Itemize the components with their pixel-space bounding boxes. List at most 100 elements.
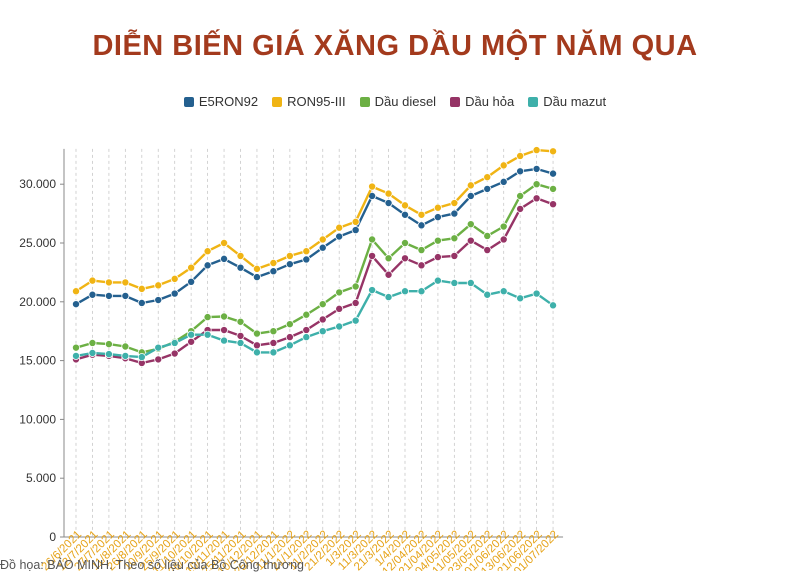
data-point (499, 177, 508, 186)
data-point (335, 223, 344, 232)
y-tick-label: 10.000 (19, 412, 56, 426)
data-point (88, 276, 97, 285)
data-point (433, 253, 442, 262)
data-point (72, 287, 81, 296)
data-point (532, 289, 541, 298)
data-point (104, 291, 113, 300)
data-point (121, 342, 130, 351)
data-point (269, 348, 278, 357)
data-point (252, 329, 261, 338)
data-point (318, 235, 327, 244)
series-line (75, 182, 554, 354)
data-point (516, 167, 525, 176)
series-line (75, 197, 554, 365)
data-point (368, 251, 377, 260)
data-point (137, 298, 146, 307)
data-point (220, 254, 229, 263)
data-point (384, 254, 393, 263)
data-point (335, 322, 344, 331)
data-point (285, 260, 294, 269)
legend-item: E5RON92 (183, 94, 258, 109)
data-point (203, 330, 212, 339)
legend-label: Dầu mazut (543, 94, 607, 109)
data-point (203, 247, 212, 256)
data-point (220, 326, 229, 335)
data-point (121, 351, 130, 360)
legend-label: Dầu diesel (374, 94, 437, 109)
legend-label: RON95-III (287, 94, 346, 109)
legend-item: Dầu mazut (528, 94, 606, 109)
data-point (417, 221, 426, 230)
data-point (532, 164, 541, 173)
data-point (351, 226, 360, 235)
y-tick-label: 25.000 (19, 236, 56, 250)
data-point (318, 315, 327, 324)
legend-swatch (450, 96, 461, 107)
data-point (516, 204, 525, 213)
data-point (269, 327, 278, 336)
y-tick-label: 30.000 (19, 177, 56, 191)
data-point (137, 284, 146, 293)
data-point (285, 341, 294, 350)
data-point (450, 251, 459, 260)
data-point (499, 161, 508, 170)
data-point (154, 281, 163, 290)
legend-item: Dầu diesel (359, 94, 437, 109)
data-point (220, 312, 229, 321)
data-point (516, 294, 525, 303)
data-point (549, 200, 558, 209)
data-point (417, 287, 426, 296)
data-point (335, 288, 344, 297)
chart-legend: E5RON92 RON95-III Dầu diesel Dầu hỏa Dầu maz… (0, 94, 790, 109)
data-point (483, 184, 492, 193)
data-point (203, 313, 212, 322)
data-point (302, 310, 311, 319)
data-point (170, 349, 179, 358)
data-point (351, 282, 360, 291)
legend-swatch (183, 96, 194, 107)
data-point (236, 263, 245, 272)
data-point (466, 220, 475, 229)
data-point (417, 210, 426, 219)
data-point (154, 343, 163, 352)
data-point (433, 213, 442, 222)
data-point (72, 343, 81, 352)
series-line (75, 148, 554, 293)
data-point (450, 234, 459, 243)
data-point (499, 222, 508, 231)
data-point (516, 151, 525, 160)
grid (75, 148, 554, 537)
data-point (104, 350, 113, 359)
data-point (170, 274, 179, 283)
data-point (302, 326, 311, 335)
series-line (75, 167, 554, 306)
data-point (187, 277, 196, 286)
data-point (137, 353, 146, 362)
data-point (187, 263, 196, 272)
data-point (351, 217, 360, 226)
data-point (88, 348, 97, 357)
data-point (351, 298, 360, 307)
data-point (72, 300, 81, 309)
y-tick-label: 20.000 (19, 295, 56, 309)
y-tick-label: 15.000 (19, 354, 56, 368)
data-point (269, 258, 278, 267)
data-point (400, 254, 409, 263)
data-point (532, 146, 541, 155)
data-point (400, 238, 409, 247)
data-point (450, 278, 459, 287)
data-point (483, 231, 492, 240)
data-point (302, 333, 311, 342)
y-tick-label: 5.000 (26, 471, 56, 485)
source-note: Đồ họa: BẢO MINH. Theo số liệu của Bộ Cô… (0, 558, 304, 572)
data-point (384, 189, 393, 198)
data-point (318, 327, 327, 336)
legend-swatch (272, 96, 283, 107)
data-point (170, 338, 179, 347)
data-point (285, 251, 294, 260)
data-point (252, 273, 261, 282)
data-point (335, 232, 344, 241)
data-point (121, 278, 130, 287)
data-point (121, 291, 130, 300)
data-point (466, 278, 475, 287)
